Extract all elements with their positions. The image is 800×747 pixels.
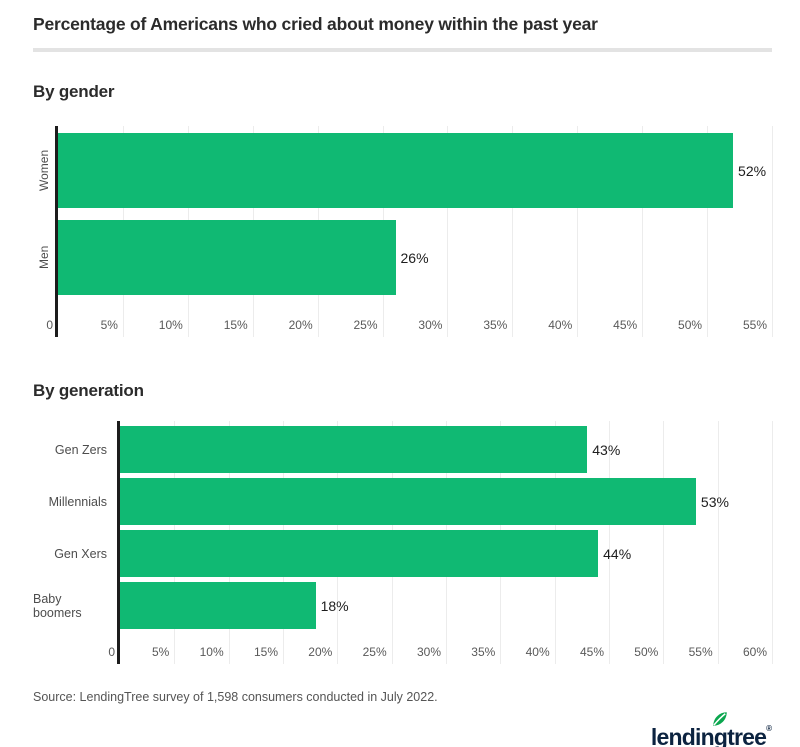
generation-bar-chart: Gen Zers Millennials Gen Xers Baby boomers 4… xyxy=(33,421,773,664)
bar-row: 52% xyxy=(58,133,772,208)
gridline xyxy=(707,126,709,337)
axis-tick-label: 35% xyxy=(483,318,508,332)
gridline xyxy=(447,126,449,337)
registered-mark: ® xyxy=(766,724,772,733)
gridline xyxy=(577,126,579,337)
bar-value-label: 44% xyxy=(603,545,632,562)
plot-area: 52% 26% 0 5% 10% 15% 20% 25% 30% 35% 40% 45% 50% 55% xyxy=(46,126,773,337)
category-labels: Gen Zers Millennials Gen Xers Baby boomers xyxy=(33,421,117,664)
leaf-icon xyxy=(711,710,729,733)
category-label: Gen Xers xyxy=(54,546,107,561)
axis-tick-label: 40% xyxy=(525,645,550,659)
logo-text: lendingtree xyxy=(650,724,767,747)
gender-bar-chart: Women Men 52% 26% 0 5% 10% 15% 20% 25% 30% 35% 40% 45… xyxy=(33,126,773,337)
axis-tick-label: 0 xyxy=(108,645,115,659)
bar xyxy=(120,582,316,629)
axis-tick-label: 30% xyxy=(416,645,441,659)
axis-tick-label: 5% xyxy=(151,645,170,659)
category-label: Millennials xyxy=(48,494,107,509)
axis-tick-label: 15% xyxy=(253,645,278,659)
axis-tick-label: 50% xyxy=(634,645,659,659)
gridline xyxy=(609,421,610,664)
bar xyxy=(120,478,696,525)
axis-tick-label: 10% xyxy=(199,645,224,659)
axis-tick-label: 40% xyxy=(548,318,573,332)
bar-row: 43% xyxy=(120,426,772,473)
bar xyxy=(58,220,396,295)
source-note: Source: LendingTree survey of 1,598 cons… xyxy=(33,690,438,704)
axis-tick-label: 55% xyxy=(742,318,767,332)
axis-tick-label: 5% xyxy=(100,318,118,332)
category-label: Baby boomers xyxy=(33,591,82,620)
axis-tick-label: 20% xyxy=(308,645,333,659)
chart-section-gender: By gender Women Men 52% 26% 0 5% 10% 15% 20% 25% 3… xyxy=(33,82,773,337)
bar-value-label: 26% xyxy=(400,249,429,266)
gridline xyxy=(772,126,773,337)
chart-heading-generation: By generation xyxy=(33,381,144,400)
axis-tick-label: 55% xyxy=(688,645,713,659)
axis-tick-label: 60% xyxy=(742,645,767,659)
bars-area: 52% 26% xyxy=(58,126,772,315)
bar-row: 18% xyxy=(120,582,772,629)
bar-row: 26% xyxy=(58,220,772,295)
bar-value-label: 43% xyxy=(592,441,621,458)
bar xyxy=(58,133,734,208)
bar-value-label: 52% xyxy=(738,162,767,179)
gridline xyxy=(772,421,773,664)
category-label: Women xyxy=(37,149,51,192)
gridline xyxy=(642,126,644,337)
plot-area: 43% 53% 44% 18% 0 5% 10% 15% 20% 25% 30% 35% 40% 45% 5… xyxy=(108,421,773,664)
chart-heading-gender: By gender xyxy=(33,82,115,101)
axis-tick-row: 0 5% 10% 15% 20% 25% 30% 35% 40% 45% 50% 55% 60% xyxy=(108,642,772,664)
bar xyxy=(120,426,588,473)
axis-tick-label: 25% xyxy=(362,645,387,659)
axis-tick-label: 0 xyxy=(46,318,53,332)
chart-section-generation: By generation Gen Zers Millennials Gen Xer… xyxy=(33,381,773,664)
logo-row: lendingtree® xyxy=(33,712,772,747)
bar-row: 53% xyxy=(120,478,772,525)
gridline xyxy=(512,126,514,337)
category-label: Men xyxy=(37,245,51,270)
bar-row: 44% xyxy=(120,530,772,577)
bar-value-label: 53% xyxy=(700,493,729,510)
axis-tick-label: 45% xyxy=(613,318,638,332)
bar xyxy=(120,530,599,577)
bars-area: 43% 53% 44% 18% xyxy=(120,421,772,642)
axis-tick-row: 0 5% 10% 15% 20% 25% 30% 35% 40% 45% 50% 55% xyxy=(46,315,772,337)
axis-tick-label: 20% xyxy=(288,318,313,332)
axis-tick-label: 25% xyxy=(353,318,378,332)
axis-tick-label: 30% xyxy=(418,318,443,332)
axis-tick-label: 45% xyxy=(579,645,604,659)
title-divider xyxy=(33,48,772,52)
bar-value-label: 18% xyxy=(320,597,349,614)
axis-tick-label: 35% xyxy=(471,645,496,659)
axis-tick-label: 50% xyxy=(678,318,703,332)
category-label: Gen Zers xyxy=(54,442,107,457)
gridline xyxy=(717,421,719,664)
lendingtree-logo: lendingtree® xyxy=(650,712,772,747)
axis-tick-label: 10% xyxy=(158,318,183,332)
page-title: Percentage of Americans who cried about … xyxy=(33,14,598,34)
gridline xyxy=(663,421,665,664)
axis-tick-label: 15% xyxy=(223,318,248,332)
category-labels: Women Men xyxy=(33,126,55,337)
